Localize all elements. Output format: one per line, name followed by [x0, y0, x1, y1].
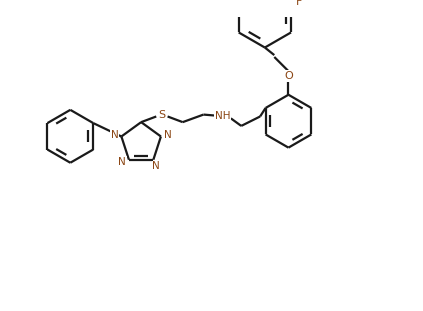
Text: N: N	[152, 161, 160, 171]
Text: NH: NH	[214, 111, 230, 122]
Text: S: S	[158, 109, 165, 120]
Text: N: N	[164, 130, 171, 140]
Text: F: F	[297, 0, 303, 7]
Text: O: O	[284, 71, 293, 81]
Text: N: N	[111, 130, 119, 140]
Text: N: N	[118, 157, 126, 167]
